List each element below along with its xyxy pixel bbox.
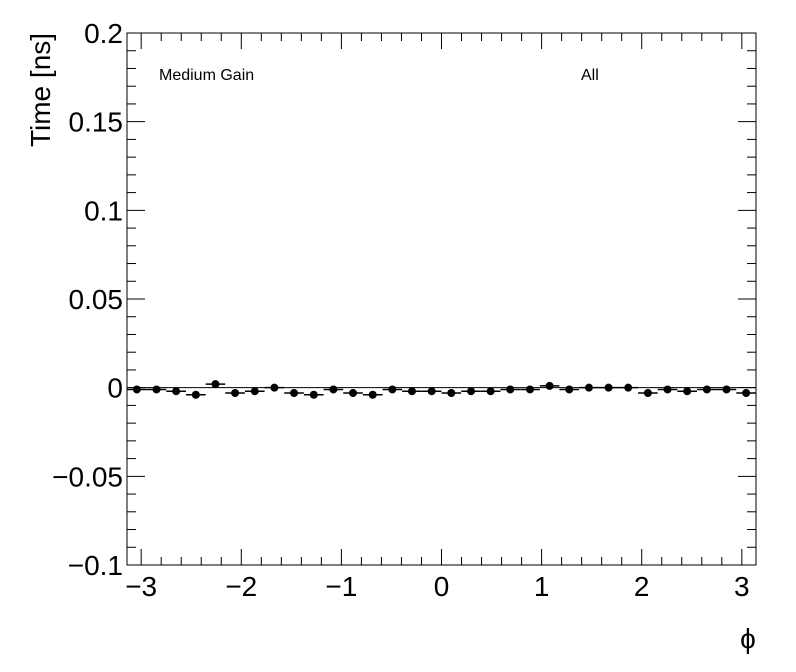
data-point <box>722 385 731 394</box>
y-axis-label: Time [ns] <box>25 33 56 147</box>
data-point <box>643 388 652 397</box>
data-point <box>211 380 220 389</box>
x-tick-label: 2 <box>634 571 650 602</box>
data-point <box>545 381 554 390</box>
data-point <box>506 385 515 394</box>
x-axis-ticks <box>140 33 743 565</box>
data-point <box>683 387 692 396</box>
x-axis-tick-labels: −3 −2 −1 0 1 2 3 <box>125 571 749 602</box>
data-point <box>388 385 397 394</box>
y-axis-ticks <box>127 32 756 566</box>
data-point <box>231 388 240 397</box>
data-point <box>132 385 141 394</box>
data-point <box>309 390 318 399</box>
y-tick-label: 0.1 <box>84 195 123 226</box>
data-point <box>525 385 534 394</box>
y-tick-label: 0.05 <box>69 284 124 315</box>
y-tick-label: 0.15 <box>69 107 124 138</box>
data-point <box>250 387 259 396</box>
data-point <box>427 387 436 396</box>
data-point <box>152 385 161 394</box>
data-point <box>467 387 476 396</box>
x-tick-label: −2 <box>225 571 257 602</box>
data-point <box>447 388 456 397</box>
annotation-all: All <box>581 67 599 84</box>
data-point <box>407 387 416 396</box>
data-point <box>565 385 574 394</box>
y-tick-label: 0.2 <box>84 18 123 49</box>
x-tick-label: −3 <box>125 571 157 602</box>
data-point <box>604 383 613 392</box>
data-point <box>663 385 672 394</box>
data-point <box>349 388 358 397</box>
data-point <box>702 385 711 394</box>
x-tick-label: −1 <box>325 571 357 602</box>
data-point <box>172 387 181 396</box>
data-points <box>127 380 756 399</box>
data-point <box>584 383 593 392</box>
x-tick-label: 1 <box>534 571 550 602</box>
data-point <box>742 388 751 397</box>
data-point <box>329 385 338 394</box>
data-point <box>486 387 495 396</box>
data-point <box>270 383 279 392</box>
x-axis-label: ϕ <box>740 623 756 654</box>
data-point <box>290 388 299 397</box>
data-point <box>368 390 377 399</box>
data-point <box>624 383 633 392</box>
y-tick-label: −0.05 <box>52 461 123 492</box>
y-tick-label: −0.1 <box>68 550 123 581</box>
y-tick-label: 0 <box>107 373 123 404</box>
plot-frame <box>126 32 757 566</box>
y-axis-tick-labels: −0.1 −0.05 0 0.05 0.1 0.15 0.2 <box>52 18 123 581</box>
data-point <box>191 390 200 399</box>
x-tick-label: 0 <box>434 571 450 602</box>
annotation-medium-gain: Medium Gain <box>159 67 254 84</box>
x-tick-label: 3 <box>734 571 750 602</box>
